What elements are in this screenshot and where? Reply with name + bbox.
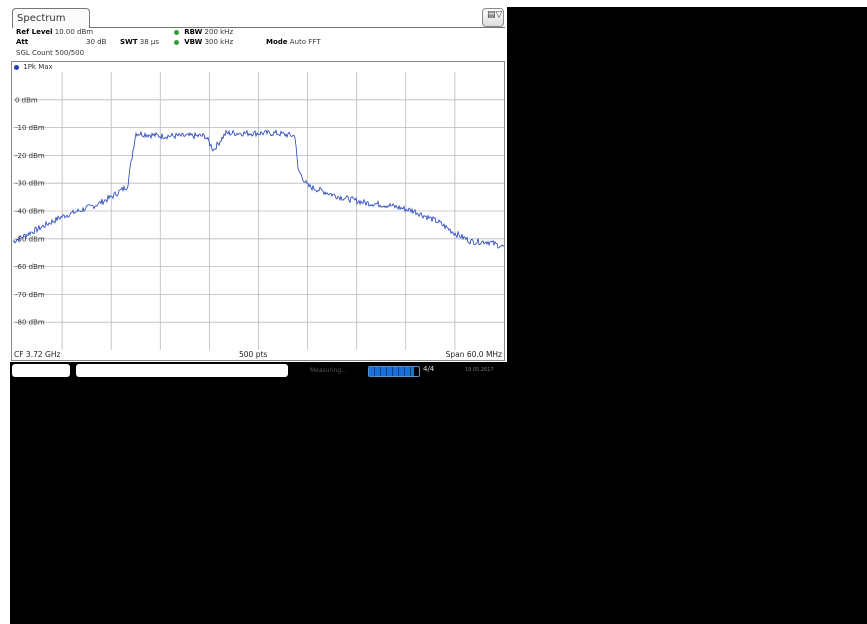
measuring-status: Measuring... [310,367,347,374]
window-menu-icon: ▤▽ [487,10,503,20]
swt-label: SWT [120,38,138,46]
sweep-count: 4/4 [423,365,435,373]
tab-menu-button[interactable]: ▤▽ [482,8,504,27]
tab-title: Spectrum [17,13,66,24]
rbw-label: RBW [184,28,203,36]
vbw-setting: VBW 300 kHz [174,38,233,46]
mode-value: Auto FFT [289,38,321,46]
att-value: 30 dB [86,38,107,46]
rbw-value: 200 kHz [204,28,234,36]
analyzer-screen: Spectrum ▤▽ Ref Level 10.00 dBm RBW 200 … [10,7,507,380]
sweep-points: 500 pts [239,350,268,359]
black-background-right [507,7,867,624]
black-background-bottom [10,380,507,624]
y-tick-label: -40 dBm [15,208,45,216]
y-tick-label: -20 dBm [15,152,45,160]
ref-level-label: Ref Level [16,28,53,36]
tab-spectrum[interactable]: Spectrum [12,8,90,28]
y-tick-label: -50 dBm [15,235,45,243]
tab-divider [90,27,505,28]
y-tick-label: -30 dBm [15,180,45,188]
plot-footer: CF 3.72 GHz 500 pts Span 60.0 MHz [11,350,505,361]
spectrum-plot[interactable]: 0 dBm -10 dBm -20 dBm -30 dBm -40 dBm -50 dBm… [10,7,507,380]
status-field-message[interactable] [76,364,288,377]
sweep-progress-bar [368,366,420,377]
att-label-wrap: Att [16,38,28,46]
y-tick-label: -70 dBm [15,291,45,299]
mode-label: Mode [266,38,288,46]
status-field-left[interactable] [12,364,70,377]
vbw-value: 300 kHz [204,38,234,46]
y-tick-label: -60 dBm [15,263,45,271]
span: Span 60.0 MHz [445,350,502,359]
att-value-wrap: 30 dB [86,38,106,46]
center-frequency: CF 3.72 GHz [14,350,61,359]
swt-value: 38 µs [139,38,160,46]
y-tick-label: -10 dBm [15,124,45,132]
trace-indicator-icon [14,64,19,70]
att-label: Att [16,38,29,46]
sgl-count-value: SGL Count 500/500 [16,49,85,57]
rbw-setting: RBW 200 kHz [174,28,233,36]
plot-frame [11,61,505,361]
sweep-progress-fill [369,367,414,376]
status-date: 19.05.2017 [465,367,494,373]
trace-line [12,129,505,249]
status-bar: Measuring... 4/4 19.05.2017 [10,362,507,380]
swt-setting: SWT 38 µs [120,38,159,46]
y-tick-label: -80 dBm [15,319,45,327]
trace-label-text: 1Pk Max [23,63,53,71]
ref-level-value: 10.00 dBm [54,28,94,36]
vbw-label: VBW [184,38,203,46]
vbw-indicator-icon [174,39,179,45]
y-tick-label: 0 dBm [15,96,38,104]
trace-label: 1Pk Max [14,63,53,71]
ref-level: Ref Level 10.00 dBm [16,28,93,36]
mode-setting: Mode Auto FFT [266,38,320,46]
sgl-count: SGL Count 500/500 [16,49,84,57]
rbw-indicator-icon [174,29,179,35]
